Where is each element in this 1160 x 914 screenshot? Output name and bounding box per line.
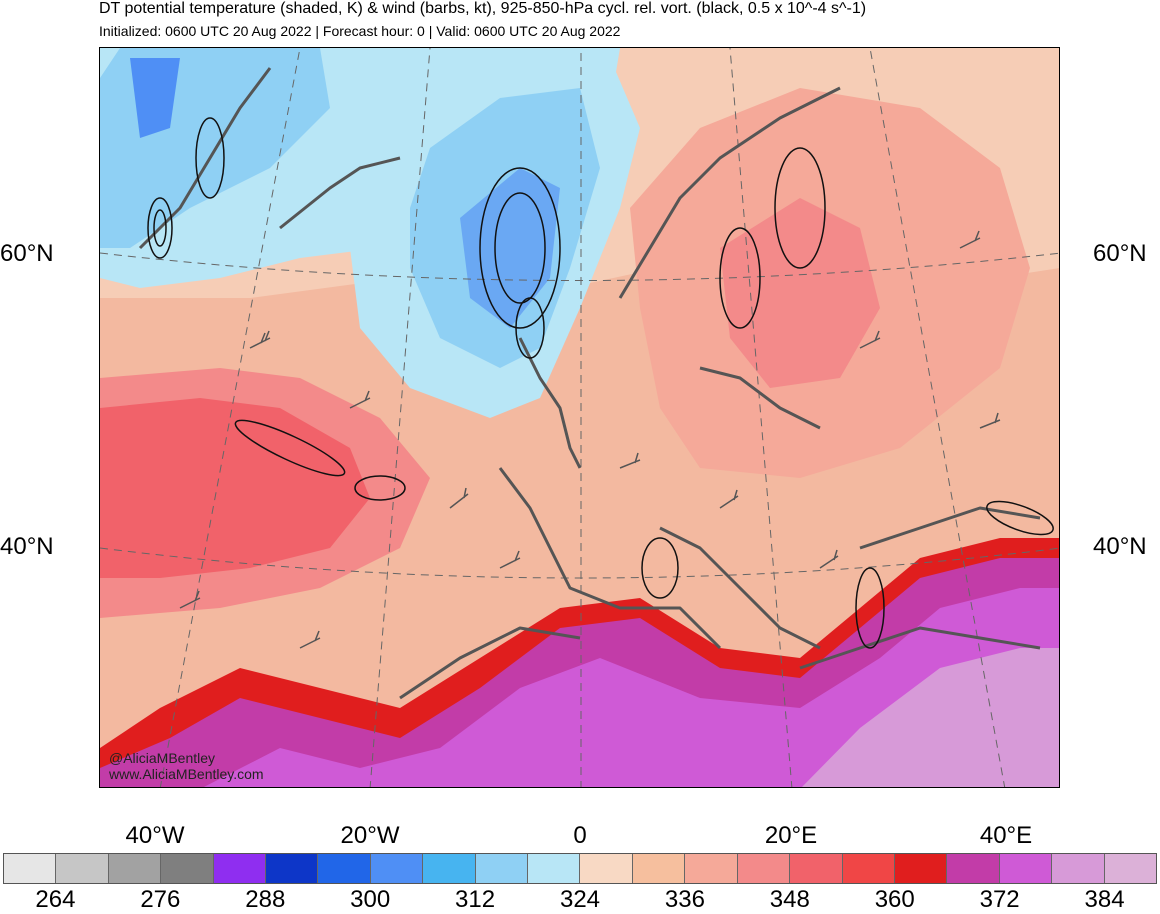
lat-label-40n-right: 40°N xyxy=(1093,533,1147,560)
colorbar-swatch xyxy=(737,854,791,883)
colorbar-swatch xyxy=(580,854,633,883)
coastlines xyxy=(138,67,1041,700)
colorbar-swatch xyxy=(790,854,843,883)
colorbar-swatch xyxy=(423,854,476,883)
colorbar-swatch xyxy=(947,854,1000,883)
hot-core-africa xyxy=(203,588,1059,787)
colorbar-label: 312 xyxy=(455,886,496,913)
colorbar-swatch xyxy=(318,854,371,883)
colorbar-label: 288 xyxy=(245,886,286,913)
credit-handle: @AliciaMBentley xyxy=(109,750,216,766)
colorbar-swatch xyxy=(632,854,686,883)
cold-spot-greenland xyxy=(130,58,180,138)
lon-label-0: 0 xyxy=(573,822,587,849)
hot-core-middle-east xyxy=(801,648,1059,787)
wind-barbs xyxy=(179,230,1001,649)
colorbar-label: 324 xyxy=(559,886,601,913)
colorbar-label: 372 xyxy=(979,886,1020,913)
lat-label-60n-right: 60°N xyxy=(1093,240,1147,267)
colorbar-swatch xyxy=(528,854,581,883)
colorbar-swatch xyxy=(1052,854,1105,883)
colorbar-label: 348 xyxy=(769,886,810,913)
lon-label-20w: 20°W xyxy=(340,822,400,849)
colorbar-label: 384 xyxy=(1084,886,1125,913)
colorbar-swatch xyxy=(266,854,319,883)
colorbar-label: 360 xyxy=(874,886,915,913)
lon-label-40e: 40°E xyxy=(979,822,1033,849)
colorbar-swatch xyxy=(475,854,529,883)
lat-label-60n-left: 60°N xyxy=(0,240,54,267)
map-panel xyxy=(99,47,1060,788)
colorbar-swatch xyxy=(108,854,162,883)
weather-map xyxy=(100,48,1059,787)
map-subtitle: Initialized: 0600 UTC 20 Aug 2022 | Fore… xyxy=(99,23,621,39)
colorbar-swatch xyxy=(161,854,214,883)
warm-core-scandinavia xyxy=(720,198,880,388)
colorbar xyxy=(3,853,1157,884)
colorbar-swatch xyxy=(894,854,948,883)
colorbar-swatch xyxy=(213,854,267,883)
warm-core-atlantic xyxy=(100,398,370,578)
colorbar-label: 336 xyxy=(664,886,705,913)
lon-label-20e: 20°E xyxy=(764,822,818,849)
colorbar-swatch xyxy=(999,854,1053,883)
graticule xyxy=(100,48,1059,787)
lat-label-40n-left: 40°N xyxy=(0,533,54,560)
lon-label-40w: 40°W xyxy=(125,822,185,849)
colorbar-swatch xyxy=(4,854,57,883)
map-title: DT potential temperature (shaded, K) & w… xyxy=(99,0,867,17)
colorbar-label: 276 xyxy=(140,886,181,913)
colorbar-swatch xyxy=(842,854,895,883)
colorbar-swatch xyxy=(1104,854,1156,883)
colorbar-label: 300 xyxy=(350,886,391,913)
colorbar-swatch xyxy=(56,854,109,883)
colorbar-label: 264 xyxy=(35,886,76,913)
colorbar-swatch xyxy=(685,854,738,883)
colorbar-swatch xyxy=(370,854,424,883)
credit-website: www.AliciaMBentley.com xyxy=(109,766,264,782)
vorticity-contours xyxy=(147,117,1054,649)
